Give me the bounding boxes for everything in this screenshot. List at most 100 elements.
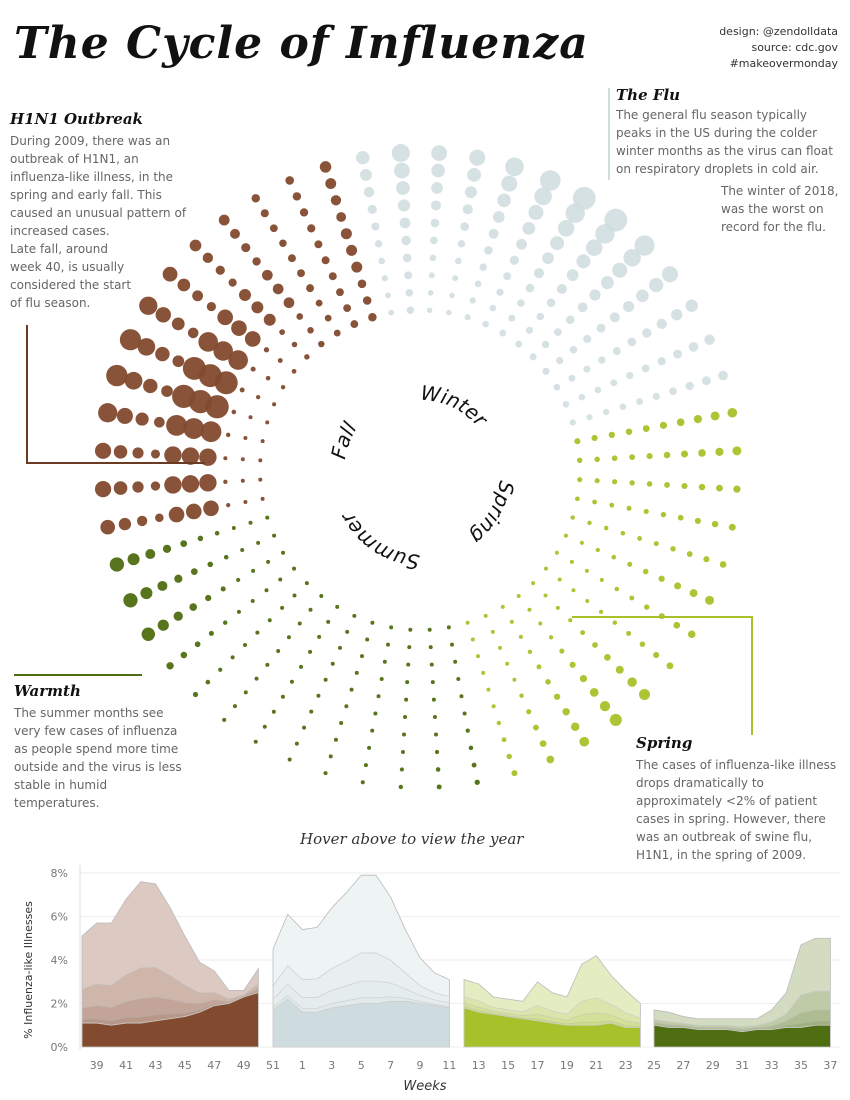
week-dot[interactable]: [609, 312, 620, 323]
week-dot[interactable]: [641, 364, 650, 373]
week-dot[interactable]: [536, 312, 545, 321]
week-dot[interactable]: [516, 593, 521, 598]
week-dot[interactable]: [242, 643, 247, 648]
week-dot[interactable]: [685, 381, 694, 391]
week-dot[interactable]: [471, 762, 477, 768]
week-dot[interactable]: [698, 449, 706, 457]
week-dot[interactable]: [698, 483, 706, 491]
week-dot[interactable]: [568, 374, 576, 382]
week-dot[interactable]: [215, 265, 225, 275]
week-dot[interactable]: [623, 301, 635, 313]
week-dot[interactable]: [180, 651, 188, 659]
week-dot[interactable]: [663, 451, 671, 459]
week-dot[interactable]: [336, 288, 344, 297]
week-dot[interactable]: [198, 332, 218, 352]
week-dot[interactable]: [569, 559, 574, 564]
week-dot[interactable]: [166, 662, 174, 670]
week-dot[interactable]: [154, 416, 165, 428]
week-dot[interactable]: [378, 257, 386, 265]
week-dot[interactable]: [287, 254, 296, 263]
week-dot[interactable]: [379, 677, 384, 682]
week-dot[interactable]: [538, 621, 543, 626]
week-dot[interactable]: [385, 292, 391, 299]
week-dot[interactable]: [446, 309, 452, 316]
week-dot[interactable]: [542, 252, 554, 265]
week-dot[interactable]: [718, 370, 728, 381]
week-dot[interactable]: [226, 503, 231, 508]
week-dot[interactable]: [143, 378, 158, 394]
week-dot[interactable]: [627, 561, 633, 567]
week-dot[interactable]: [505, 661, 510, 666]
week-dot[interactable]: [200, 421, 222, 443]
week-dot[interactable]: [346, 244, 358, 256]
week-dot[interactable]: [506, 753, 512, 760]
week-dot[interactable]: [225, 432, 231, 438]
week-dot[interactable]: [340, 228, 352, 240]
week-dot[interactable]: [615, 665, 624, 674]
week-dot[interactable]: [511, 770, 518, 777]
week-dot[interactable]: [529, 353, 537, 361]
week-dot[interactable]: [584, 568, 589, 573]
week-dot[interactable]: [576, 457, 583, 464]
week-dot[interactable]: [398, 784, 404, 790]
week-dot[interactable]: [279, 239, 287, 247]
area-summer-max[interactable]: [653, 937, 831, 1048]
week-dot[interactable]: [388, 309, 395, 316]
week-dot[interactable]: [470, 637, 475, 642]
week-dot[interactable]: [150, 481, 161, 491]
week-dot[interactable]: [728, 523, 736, 531]
week-dot[interactable]: [687, 630, 696, 639]
week-dot[interactable]: [292, 192, 302, 201]
week-dot[interactable]: [255, 630, 260, 635]
week-dot[interactable]: [164, 446, 182, 464]
week-dot[interactable]: [407, 645, 412, 650]
week-dot[interactable]: [232, 704, 237, 709]
week-dot[interactable]: [661, 266, 678, 283]
week-dot[interactable]: [660, 511, 667, 518]
week-dot[interactable]: [508, 314, 516, 322]
week-dot[interactable]: [430, 236, 438, 245]
week-dot[interactable]: [239, 289, 251, 301]
week-dot[interactable]: [360, 780, 365, 785]
week-dot[interactable]: [515, 340, 523, 348]
week-dot[interactable]: [467, 168, 481, 182]
week-dot[interactable]: [145, 549, 156, 560]
week-dot[interactable]: [185, 503, 202, 520]
week-dot[interactable]: [406, 662, 411, 667]
week-dot[interactable]: [516, 238, 527, 250]
week-dot[interactable]: [94, 481, 112, 498]
week-dot[interactable]: [376, 694, 381, 699]
week-dot[interactable]: [292, 593, 297, 598]
week-dot[interactable]: [681, 450, 689, 458]
week-dot[interactable]: [258, 477, 263, 482]
week-dot[interactable]: [484, 246, 493, 255]
week-dot[interactable]: [574, 438, 581, 445]
week-dot[interactable]: [482, 320, 489, 328]
week-dot[interactable]: [182, 356, 206, 380]
week-dot[interactable]: [319, 161, 332, 173]
week-dot[interactable]: [360, 169, 372, 181]
week-dot[interactable]: [534, 268, 544, 279]
week-dot[interactable]: [137, 338, 156, 356]
week-dot[interactable]: [434, 749, 440, 755]
week-dot[interactable]: [368, 312, 377, 322]
week-dot[interactable]: [181, 475, 200, 493]
week-dot[interactable]: [435, 767, 441, 772]
week-dot[interactable]: [351, 261, 363, 273]
week-dot[interactable]: [217, 309, 233, 326]
week-dot[interactable]: [572, 186, 596, 210]
week-dot[interactable]: [539, 740, 547, 747]
week-dot[interactable]: [248, 415, 253, 420]
week-dot[interactable]: [141, 627, 155, 641]
week-dot[interactable]: [603, 408, 610, 416]
week-dot[interactable]: [223, 479, 228, 484]
week-dot[interactable]: [335, 604, 340, 609]
week-dot[interactable]: [594, 478, 600, 484]
week-dot[interactable]: [404, 697, 409, 702]
week-dot[interactable]: [512, 677, 517, 682]
week-dot[interactable]: [553, 383, 561, 391]
week-dot[interactable]: [265, 420, 270, 425]
week-dot[interactable]: [598, 356, 606, 364]
week-dot[interactable]: [325, 178, 337, 190]
week-dot[interactable]: [162, 266, 178, 282]
